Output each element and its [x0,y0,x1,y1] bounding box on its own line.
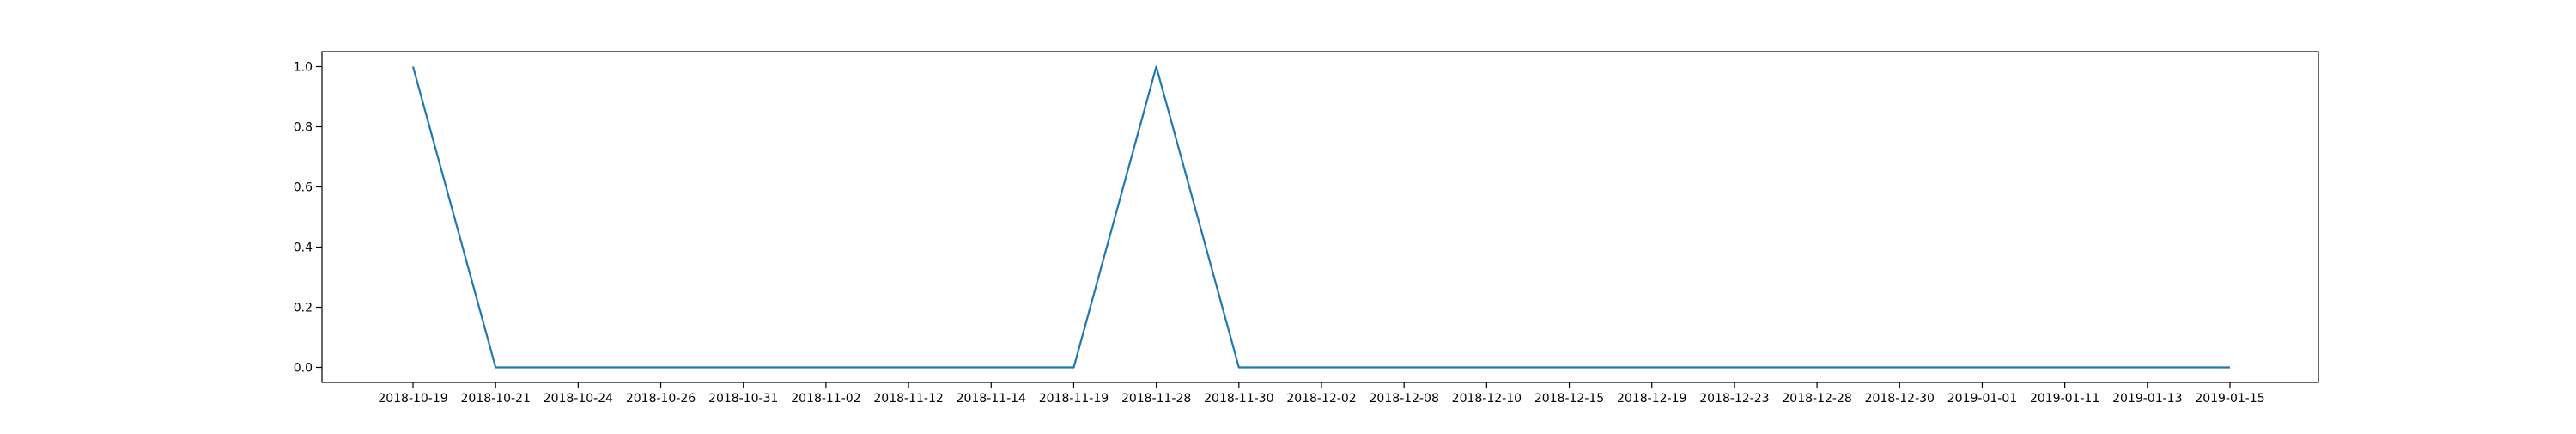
x-tick-label: 2018-10-24 [544,392,613,406]
x-tick-label: 2018-10-21 [460,392,530,406]
x-tick-label: 2018-11-12 [873,392,943,406]
x-tick-label: 2018-10-26 [626,392,696,406]
x-tick-label: 2018-11-14 [957,392,1026,406]
x-tick-label: 2018-12-02 [1286,392,1356,406]
x-axis: 2018-10-19 2018-10-21 2018-10-24 2018-10-26… [378,382,2265,406]
y-tick-label: 0.0 [294,362,313,376]
x-tick-label: 2018-11-28 [1121,392,1191,406]
y-tick-label: 0.4 [294,241,313,255]
x-tick-label: 2018-12-19 [1617,392,1686,406]
x-tick-label: 2018-11-30 [1204,392,1273,406]
series-layer [411,65,2230,369]
x-tick-label: 2018-12-23 [1699,392,1769,406]
plot-frame [321,51,2319,383]
y-tick-label: 0.2 [294,302,313,315]
x-tick-label: 2018-11-02 [791,392,860,406]
x-tick-label: 2018-12-08 [1369,392,1438,406]
x-tick-label: 2018-12-10 [1452,392,1522,406]
x-tick-label: 2019-01-15 [2195,392,2264,406]
x-tick-label: 2019-01-11 [2030,392,2099,406]
y-tick-label: 0.6 [294,181,313,195]
x-tick-label: 2018-10-19 [378,392,447,406]
x-tick-label: 2019-01-13 [2112,392,2182,406]
x-tick-label: 2018-11-19 [1039,392,1109,406]
y-tick-label: 0.8 [294,121,313,135]
y-tick-label: 1.0 [294,61,313,75]
x-tick-label: 2019-01-01 [1947,392,2017,406]
series-line [411,65,2230,369]
x-tick-label: 2018-12-30 [1865,392,1935,406]
y-axis: 0.0 0.2 0.4 0.6 0.8 1.0 [294,61,322,376]
x-tick-label: 2018-12-15 [1534,392,1604,406]
x-tick-label: 2018-12-28 [1782,392,1851,406]
x-tick-label: 2018-10-31 [708,392,778,406]
